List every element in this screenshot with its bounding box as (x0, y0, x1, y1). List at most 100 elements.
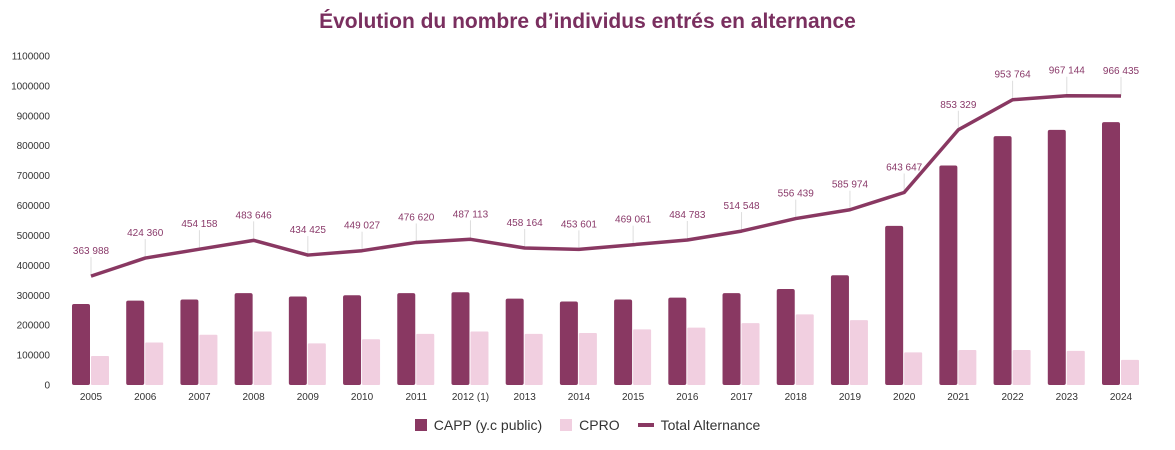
x-tick-label: 2011 (406, 392, 428, 403)
data-label-total: 643 647 (886, 162, 923, 173)
bar-cpro (253, 331, 272, 385)
x-tick-label: 2023 (1056, 392, 1079, 403)
x-tick-label: 2018 (785, 392, 808, 403)
legend-swatch-cpro (560, 419, 573, 431)
bar-cpro (687, 327, 706, 385)
y-tick-label: 0 (44, 381, 50, 392)
x-tick-label: 2017 (730, 392, 753, 403)
bar-cpro (578, 332, 597, 385)
data-label-total: 449 027 (344, 221, 381, 232)
bar-capp (830, 275, 849, 385)
bar-capp (614, 299, 633, 385)
x-tick-label: 2022 (1001, 392, 1024, 403)
data-label-total: 476 620 (398, 212, 435, 223)
data-label-total: 853 329 (940, 100, 977, 111)
data-label-total: 556 439 (778, 189, 815, 200)
x-tick-label: 2021 (947, 392, 970, 403)
data-label-total: 966 435 (1103, 66, 1140, 77)
data-label-total: 453 601 (561, 219, 598, 230)
x-tick-label: 2007 (188, 392, 211, 403)
bar-cpro (91, 355, 109, 385)
legend-item-capp: CAPP (y.c public) (414, 417, 543, 433)
bar-capp (776, 288, 795, 385)
data-label-total: 363 988 (73, 246, 110, 257)
bar-cpro (524, 333, 543, 385)
data-label-total: 514 548 (723, 201, 760, 212)
data-label-total: 585 974 (832, 180, 869, 191)
x-tick-label: 2014 (568, 392, 591, 403)
bar-capp (939, 165, 958, 385)
bar-capp (126, 300, 145, 385)
bar-capp (993, 136, 1012, 385)
data-label-total: 434 425 (290, 225, 327, 236)
legend-swatch-total (637, 423, 654, 427)
bar-capp (234, 293, 253, 385)
data-label-total: 953 764 (995, 70, 1032, 81)
y-tick-label: 300000 (17, 291, 51, 302)
bar-cpro (849, 320, 868, 385)
x-tick-label: 2005 (80, 392, 103, 403)
y-tick-label: 600000 (17, 201, 51, 212)
bar-capp (668, 297, 687, 385)
bar-cpro (1012, 350, 1031, 385)
data-label-total: 487 113 (453, 209, 489, 220)
bar-cpro (199, 334, 218, 385)
bar-capp (288, 296, 307, 385)
legend-label: Total Alternance (660, 417, 761, 433)
x-tick-label: 2019 (839, 392, 862, 403)
bar-capp (885, 225, 904, 385)
y-tick-label: 500000 (17, 231, 51, 242)
bar-cpro (1121, 359, 1139, 385)
bar-capp (505, 298, 524, 385)
bar-cpro (307, 343, 326, 385)
data-label-total: 469 061 (615, 215, 652, 226)
data-label-total: 458 164 (507, 218, 544, 229)
chart-title: Évolution du nombre d’individus entrés e… (319, 10, 856, 33)
bar-cpro (145, 342, 164, 385)
legend-item-total: Total Alternance (637, 417, 761, 433)
bar-cpro (362, 339, 381, 385)
x-tick-label: 2013 (514, 392, 537, 403)
bar-capp (559, 301, 578, 385)
bar-cpro (470, 331, 489, 385)
legend-label: CAPP (y.c public) (433, 417, 543, 433)
y-tick-label: 800000 (17, 141, 51, 152)
x-tick-label: 2024 (1110, 392, 1133, 403)
bar-capp (1047, 129, 1066, 385)
x-tick-label: 2009 (297, 392, 320, 403)
data-label-total: 484 783 (669, 210, 706, 221)
bar-capp (722, 293, 741, 385)
bar-capp (343, 295, 362, 385)
legend-label: CPRO (579, 417, 620, 433)
data-label-total: 454 158 (181, 219, 218, 230)
bar-cpro (1066, 350, 1085, 385)
y-tick-label: 700000 (17, 171, 51, 182)
x-tick-label: 2012 (1) (452, 392, 489, 403)
x-tick-label: 2016 (676, 392, 699, 403)
legend-swatch-capp (414, 419, 427, 431)
x-tick-label: 2020 (893, 392, 916, 403)
bar-capp (397, 293, 416, 385)
x-tick-label: 2015 (622, 392, 645, 403)
bar-cpro (795, 314, 814, 385)
bar-cpro (633, 329, 652, 385)
legend: CAPP (y.c public) CPRO Total Alternance (0, 417, 1175, 433)
bar-capp (72, 303, 90, 385)
bar-cpro (741, 323, 760, 385)
x-tick-label: 2006 (134, 392, 157, 403)
x-tick-label: 2008 (243, 392, 266, 403)
legend-item-cpro: CPRO (560, 417, 620, 433)
y-tick-label: 1100000 (12, 52, 51, 63)
y-tick-label: 400000 (17, 261, 51, 272)
data-label-total: 483 646 (236, 210, 273, 221)
y-tick-label: 100000 (17, 351, 51, 362)
bar-cpro (904, 352, 923, 385)
bar-cpro (958, 350, 977, 385)
data-label-total: 967 144 (1049, 66, 1086, 77)
line-total-alternance (90, 93, 1122, 278)
y-tick-label: 900000 (17, 111, 51, 122)
bar-capp (180, 299, 199, 385)
bar-capp (451, 292, 470, 385)
y-tick-label: 200000 (17, 321, 51, 332)
